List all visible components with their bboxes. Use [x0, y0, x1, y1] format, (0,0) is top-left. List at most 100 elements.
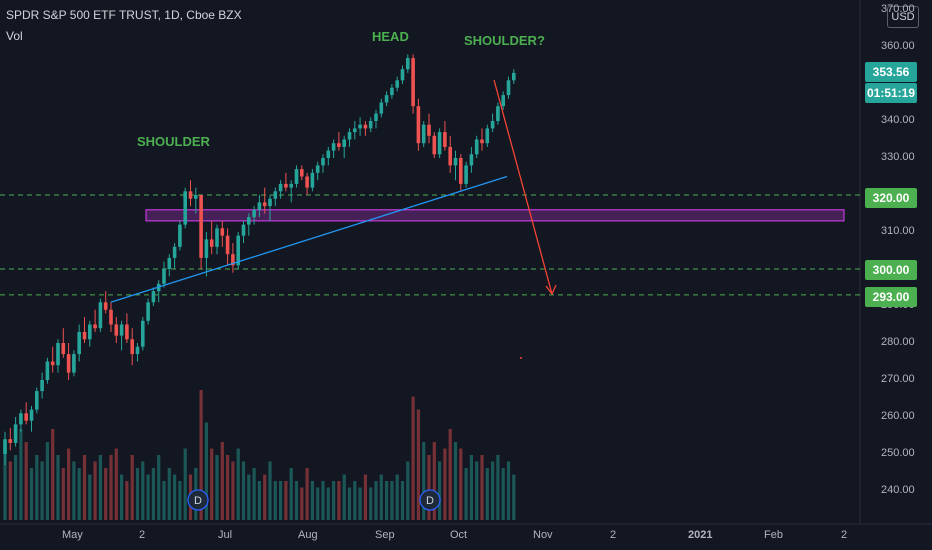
volume-bar	[14, 455, 18, 520]
candle-body	[443, 132, 447, 147]
time-tick-label: Feb	[764, 529, 783, 541]
price-tick-label: 310.00	[881, 225, 915, 237]
volume-bar	[358, 487, 362, 520]
current-price-tag: 353.56	[865, 62, 917, 82]
candle-body	[178, 224, 182, 247]
annotation-shoulder-left: SHOULDER	[137, 134, 210, 149]
volume-bar	[448, 429, 452, 520]
candle-body	[141, 320, 145, 347]
volume-bar	[146, 474, 150, 520]
projection-arrow	[493, 79, 553, 295]
volume-bar	[77, 468, 81, 520]
volume-bar	[114, 448, 118, 520]
volume-bar	[178, 481, 182, 520]
candle-body	[395, 80, 399, 88]
candle-body	[406, 58, 410, 70]
support-zone	[145, 209, 845, 222]
candle-body	[331, 143, 336, 151]
candle-body	[453, 158, 458, 166]
volume-bar	[432, 442, 436, 520]
candle-body	[342, 139, 346, 147]
time-tick-label: Nov	[533, 529, 553, 541]
candle-body	[469, 154, 474, 166]
candle-body	[448, 146, 452, 166]
volume-bar	[316, 487, 320, 520]
dividend-marker-label: D	[426, 495, 434, 507]
candle-body	[103, 302, 108, 310]
candle-body	[29, 409, 34, 421]
volume-bar	[310, 481, 314, 520]
candle-body	[45, 361, 50, 380]
time-tick-label: Jul	[218, 529, 233, 541]
candle-body	[220, 228, 225, 236]
candle-body	[231, 254, 235, 266]
volume-bar	[342, 474, 346, 520]
volume-bar	[395, 474, 399, 520]
volume-bar	[247, 474, 251, 520]
volume-bar	[56, 455, 60, 520]
trendline	[110, 175, 508, 303]
candle-body	[93, 324, 97, 329]
volume-bar	[321, 481, 325, 520]
candle-body	[289, 183, 293, 188]
price-tick-label: 360.00	[881, 40, 915, 52]
countdown-tag: 01:51:19	[865, 83, 917, 103]
volume-bar	[226, 455, 230, 520]
volume-bar	[125, 481, 129, 520]
projection-arrowhead	[545, 284, 557, 296]
candle-body	[24, 413, 28, 421]
candle-body	[416, 106, 421, 144]
level-tag-293: 293.00	[865, 287, 917, 307]
volume-bar	[263, 474, 267, 520]
volume-bar	[82, 455, 87, 520]
volume-bar	[236, 448, 240, 520]
volume-bar	[485, 468, 489, 520]
price-tick-label: 260.00	[881, 410, 915, 422]
time-tick-label: Oct	[450, 529, 468, 541]
volume-bar	[438, 461, 442, 520]
candle-body	[411, 58, 415, 107]
candle-body	[268, 198, 272, 207]
candle-body	[427, 124, 431, 136]
time-tick-label: 2	[139, 529, 146, 541]
candle-body	[480, 139, 484, 144]
currency-button[interactable]: USD	[887, 6, 919, 28]
candle-body	[61, 343, 66, 355]
candle-body	[8, 439, 13, 443]
volume-bar	[469, 455, 473, 520]
volume-bar	[45, 442, 49, 520]
candle-body	[347, 132, 352, 140]
volume-bar	[241, 461, 246, 520]
volume-bar	[93, 461, 97, 520]
price-tick-label: 250.00	[881, 447, 915, 459]
price-tick-label: 330.00	[881, 151, 915, 163]
annotation-head: HEAD	[372, 29, 409, 44]
volume-bar	[427, 455, 431, 520]
volume-bar	[501, 468, 505, 520]
volume-bar	[104, 468, 108, 520]
candle-body	[496, 106, 500, 121]
volume-bar	[422, 442, 426, 520]
candle-body	[88, 324, 92, 340]
candle-body	[432, 135, 437, 155]
candle-body	[130, 339, 134, 355]
symbol-title[interactable]: SPDR S&P 500 ETF TRUST, 1D, Cboe BZX	[6, 8, 242, 22]
volume-bar	[215, 455, 219, 520]
candle-body	[474, 139, 479, 155]
candle-body	[82, 331, 87, 340]
candle-body	[284, 183, 288, 188]
volume-bar	[475, 461, 479, 520]
candle-body	[337, 143, 341, 147]
volume-bar	[459, 448, 463, 520]
candle-body	[400, 69, 405, 81]
volume-indicator-label[interactable]: Vol	[6, 29, 23, 43]
time-tick-label: Sep	[375, 529, 395, 541]
candle-body	[114, 324, 119, 336]
volume-bar	[120, 474, 124, 520]
volume-bar	[252, 468, 256, 520]
dividend-marker-icon	[419, 489, 441, 511]
price-tick-label: 340.00	[881, 114, 915, 126]
volume-bar	[210, 448, 214, 520]
